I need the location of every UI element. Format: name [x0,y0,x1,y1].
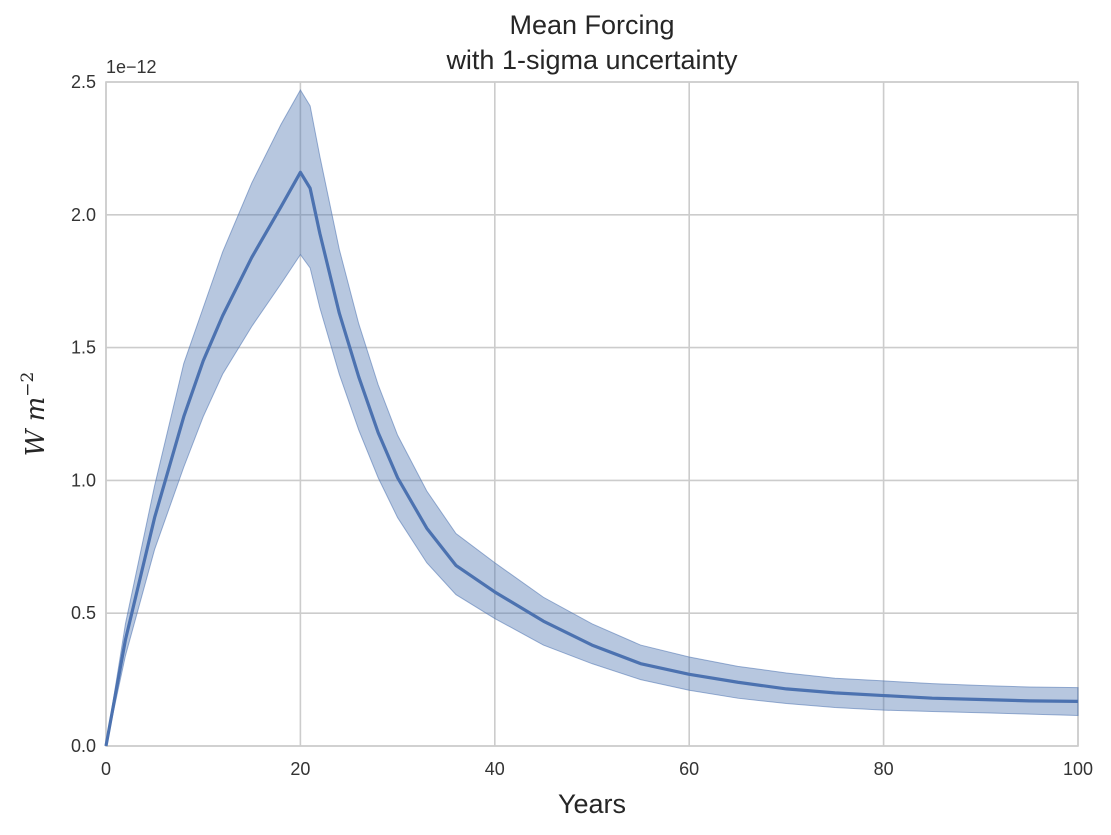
y-tick-label-5: 2.5 [71,72,96,92]
mean-forcing-line [104,170,1079,747]
chart-title: Mean Forcing [509,10,674,40]
x-tick-label-4: 80 [874,759,894,779]
y-axis-label-base: W m [21,397,51,457]
x-tick-label-1: 20 [290,759,310,779]
x-tick-label-5: 100 [1063,759,1093,779]
x-tick-label-0: 0 [101,759,111,779]
x-tick-label-3: 60 [679,759,699,779]
y-tick-label-0: 0.0 [71,736,96,756]
plot-area [105,81,1079,747]
y-tick-label-2: 1.0 [71,470,96,490]
y-tick-label-4: 2.0 [71,205,96,225]
y-axis-label: W m−2 [18,372,51,457]
y-tick-label-3: 1.5 [71,338,96,358]
y-axis-label-group: W m−2 [18,372,51,457]
grid [105,81,1079,747]
y-tick-label-1: 0.5 [71,603,96,623]
tick-labels: 0 20 40 60 80 100 0.0 0.5 1.0 1.5 2.0 2.5 [71,72,1093,779]
y-axis-label-exponent: −2 [18,372,38,397]
mean-line-layer [104,170,1079,747]
x-tick-label-2: 40 [485,759,505,779]
uncertainty-band-layer [105,88,1079,747]
chart-subtitle: with 1-sigma uncertainty [445,45,738,75]
x-axis-label: Years [558,789,626,819]
uncertainty-band [105,88,1079,747]
y-offset-label: 1e−12 [106,57,157,77]
